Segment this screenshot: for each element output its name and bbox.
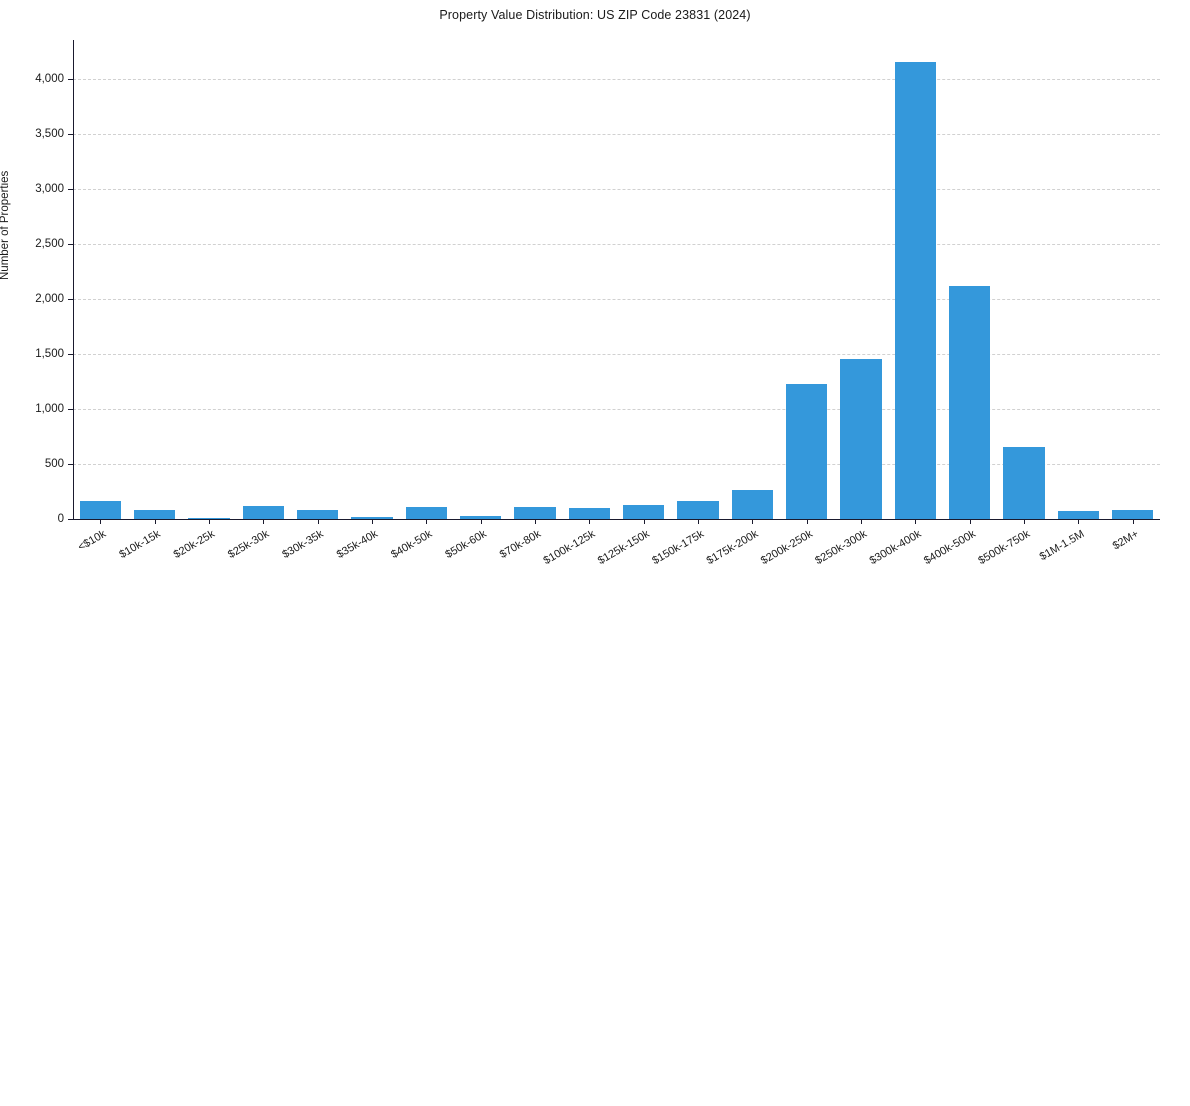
bar[interactable] <box>786 383 828 519</box>
bar[interactable] <box>242 506 284 519</box>
y-tick-mark <box>68 243 73 245</box>
gridline <box>73 188 1160 190</box>
gridline <box>73 408 1160 410</box>
y-axis-line <box>73 40 74 519</box>
y-tick-mark <box>68 408 73 410</box>
bar[interactable] <box>894 62 937 519</box>
x-tick-mark <box>100 519 102 524</box>
x-tick-mark <box>371 519 373 524</box>
y-tick-mark <box>68 78 73 80</box>
gridlines <box>73 40 1160 519</box>
y-tick-mark <box>68 463 73 465</box>
y-tick-mark <box>68 519 73 520</box>
x-tick-mark <box>698 519 700 524</box>
x-tick-mark <box>1024 519 1026 524</box>
bar[interactable] <box>351 517 393 519</box>
bar[interactable] <box>514 506 556 519</box>
chart-figure: Property Value Distribution: US ZIP Code… <box>0 8 1160 568</box>
bar[interactable] <box>405 506 447 519</box>
x-tick-mark <box>317 519 319 524</box>
y-tick-mark <box>68 133 73 135</box>
x-tick-label: $125k-150k <box>595 528 652 568</box>
y-tick-label: 4,000 <box>35 72 64 85</box>
y-tick-label: 3,500 <box>35 127 64 140</box>
y-tick-label: 2,500 <box>35 237 64 250</box>
bar[interactable] <box>459 515 502 519</box>
bar[interactable] <box>296 510 339 519</box>
y-tick-mark <box>68 353 73 355</box>
gridline <box>73 353 1160 355</box>
x-tick-mark <box>534 519 536 524</box>
x-tick-mark <box>1078 519 1080 524</box>
y-axis-label: Number of Properties <box>0 170 11 280</box>
chart-title: Property Value Distribution: US ZIP Code… <box>439 8 751 22</box>
x-tick-mark <box>263 519 265 524</box>
bar[interactable] <box>1057 511 1100 519</box>
x-tick-mark <box>861 519 863 524</box>
bar[interactable] <box>133 510 176 519</box>
y-tick-label: 2,000 <box>35 292 64 305</box>
gridline <box>73 78 1160 80</box>
y-tick-label: 500 <box>44 457 64 470</box>
bar[interactable] <box>677 500 719 519</box>
x-tick-mark <box>208 519 210 524</box>
gridline <box>73 243 1160 245</box>
bar[interactable] <box>568 508 610 519</box>
x-tick-mark <box>426 519 428 524</box>
x-tick-mark <box>589 519 591 524</box>
y-tick-mark <box>68 298 73 300</box>
gridline <box>73 463 1160 465</box>
x-tick-label: <$10k <box>75 528 109 554</box>
bar[interactable] <box>1112 509 1154 519</box>
y-tick-label: 3,000 <box>35 182 64 195</box>
x-tick-mark <box>752 519 754 524</box>
bar[interactable] <box>1003 446 1045 519</box>
x-tick-mark <box>969 519 971 524</box>
bar[interactable] <box>840 359 882 519</box>
x-tick-mark <box>480 519 482 524</box>
x-tick-mark <box>915 519 917 524</box>
bar[interactable] <box>731 489 774 519</box>
bar[interactable] <box>623 504 665 519</box>
y-tick-label: 1,500 <box>35 347 64 360</box>
x-tick-mark <box>806 519 808 524</box>
x-axis-line <box>73 519 1160 520</box>
bar[interactable] <box>188 518 230 519</box>
x-tick-mark <box>1132 519 1134 524</box>
bar[interactable] <box>949 286 991 519</box>
bar[interactable] <box>79 501 121 519</box>
gridline <box>73 298 1160 300</box>
y-tick-mark <box>68 188 73 190</box>
gridline <box>73 133 1160 135</box>
x-tick-mark <box>643 519 645 524</box>
y-tick-label: 1,000 <box>35 402 64 415</box>
plot-area <box>73 40 1160 519</box>
y-tick-label: 0 <box>57 513 64 525</box>
x-tick-mark <box>154 519 156 524</box>
